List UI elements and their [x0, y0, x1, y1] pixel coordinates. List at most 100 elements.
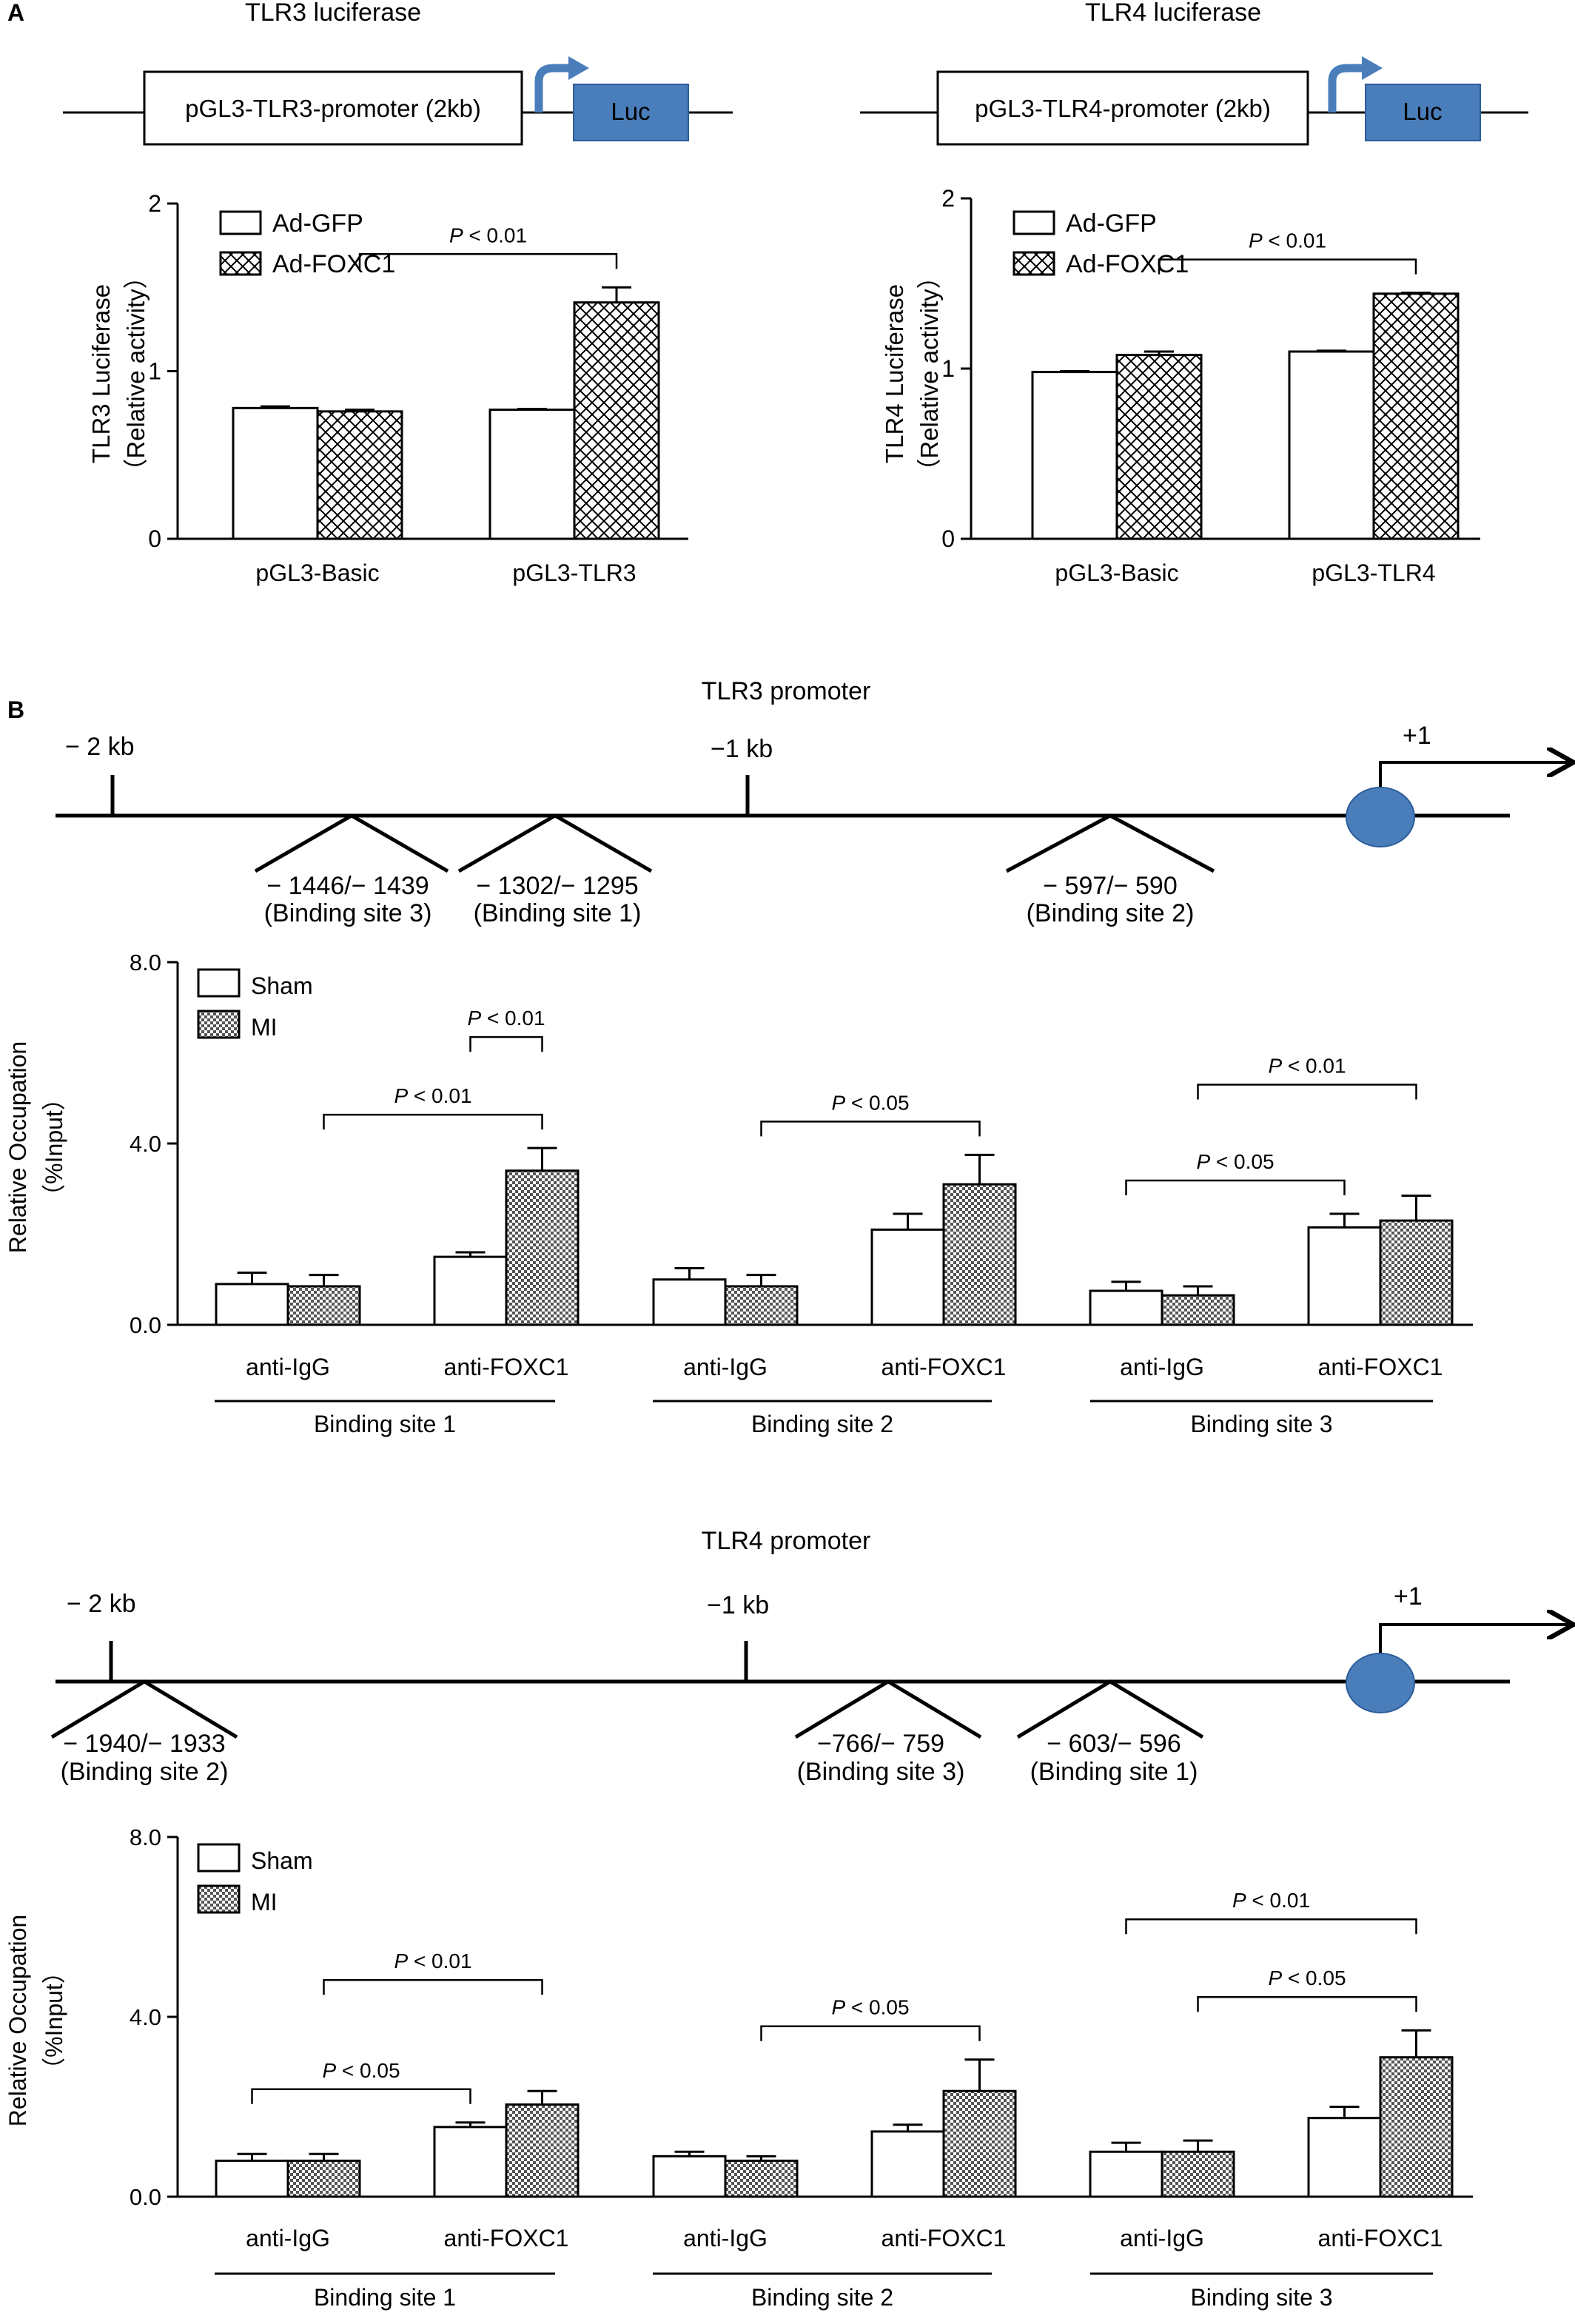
tss-circle — [1346, 1653, 1415, 1713]
category-label: anti-FOXC1 — [1318, 2225, 1443, 2251]
luc-box — [573, 84, 689, 141]
category-label: anti-IgG — [246, 2225, 330, 2251]
tlr4-promoter-map: TLR4 promoter− 2 kb −1 kb +1− 1940/− 1933(… — [50, 1527, 1571, 1786]
category-label: pGL3-Basic — [1055, 560, 1178, 586]
y-tick-label: 8.0 — [130, 1824, 161, 1850]
bar — [870, 2130, 945, 2198]
bar — [652, 1278, 727, 1326]
significance-bracket — [469, 1035, 543, 1052]
category-label: anti-IgG — [1120, 1354, 1204, 1380]
legend-label: Sham — [251, 1847, 313, 1874]
category-label: anti-IgG — [246, 1354, 330, 1380]
legend-label: Ad-FOXC1 — [1066, 250, 1189, 278]
legend-swatch — [1013, 251, 1055, 276]
binding-site-marker — [794, 1679, 982, 1739]
y-tick-label: 0 — [148, 525, 161, 552]
legend-swatch — [197, 968, 241, 998]
p-symbol: P — [467, 1007, 481, 1030]
tlr4-chip-chart: 0.0 4.0 8.0 Relative Occupation （%Input） anti… — [4, 1824, 1473, 2311]
y-axis-label: TLR4 Luciferase — [881, 284, 908, 463]
significance-label: P < 0.01 — [467, 1007, 545, 1030]
bar — [232, 406, 319, 540]
category-label: anti-FOXC1 — [444, 2225, 569, 2251]
legend-swatch — [219, 210, 262, 235]
tss-arrow-icon — [1379, 762, 1571, 801]
mid-label: −1 kb — [711, 735, 773, 763]
binding-site-name: (Binding site 2) — [1027, 899, 1195, 927]
promoter-title: TLR4 promoter — [702, 1527, 871, 1555]
tss-arrow-icon — [1379, 1625, 1571, 1667]
legend-swatch — [219, 251, 262, 276]
significance-label: P < 0.01 — [1249, 229, 1326, 252]
bar — [1115, 354, 1203, 540]
y-axis-label: Relative Occupation — [4, 1915, 31, 2126]
category-label: anti-IgG — [683, 1354, 768, 1380]
significance-label: P < 0.01 — [1268, 1054, 1346, 1077]
significance-bracket — [1197, 1084, 1417, 1100]
y-tick-label: 4.0 — [130, 2004, 161, 2030]
bar — [1307, 1226, 1382, 1326]
legend-label: Sham — [251, 973, 313, 999]
promoter-title: TLR3 promoter — [702, 677, 871, 705]
significance-bracket — [1158, 258, 1417, 275]
bar — [942, 1183, 1017, 1326]
bar — [942, 2089, 1017, 2198]
bar — [1161, 2150, 1235, 2198]
category-label: pGL3-TLR4 — [1312, 560, 1435, 586]
category-label: anti-FOXC1 — [881, 1354, 1007, 1380]
legend-label: MI — [251, 1014, 278, 1041]
significance-label: P < 0.05 — [831, 1091, 909, 1114]
group-label: Binding site 2 — [751, 1411, 893, 1437]
legend-label: Ad-GFP — [1066, 209, 1157, 238]
bar — [433, 2126, 508, 2198]
significance-bracket — [251, 2088, 471, 2104]
legend-swatch — [1013, 210, 1055, 235]
bar — [286, 2159, 361, 2198]
tlr4-construct-title: TLR4 luciferase — [1085, 0, 1261, 27]
legend-swatch — [197, 1843, 241, 1873]
p-symbol: P — [1268, 1054, 1282, 1077]
y-tick-label: 0.0 — [130, 2184, 161, 2210]
p-symbol: P — [322, 2059, 336, 2082]
binding-site-name: (Binding site 1) — [474, 899, 642, 927]
bar — [433, 1255, 508, 1326]
binding-site-name: (Binding site 3) — [797, 1758, 965, 1786]
bar — [1089, 2150, 1163, 2198]
p-symbol: P — [831, 1091, 845, 1114]
category-label: anti-IgG — [1120, 2225, 1204, 2251]
p-symbol: P — [449, 224, 463, 246]
bar — [215, 1283, 289, 1326]
tlr4-construct: TLR4 luciferase pGL3-TLR4-promoter (2kb)… — [860, 0, 1528, 146]
group-label: Binding site 1 — [314, 1411, 456, 1437]
binding-site-range: −766/− 759 — [817, 1730, 944, 1758]
significance-bracket — [1125, 1918, 1417, 1935]
legend-label: MI — [251, 1889, 278, 1915]
panel-label-b: B — [7, 696, 24, 723]
significance-label: P < 0.01 — [1232, 1889, 1310, 1912]
tss-label: +1 — [1403, 722, 1431, 750]
tss-label: +1 — [1394, 1582, 1423, 1611]
bar — [1288, 350, 1375, 540]
y-axis-label: TLR3 Luciferase — [87, 284, 115, 463]
significance-bracket — [1197, 1995, 1417, 2012]
y-tick-label: 0.0 — [130, 1312, 161, 1338]
tlr3-construct-title: TLR3 luciferase — [245, 0, 421, 27]
group-label: Binding site 3 — [1190, 1411, 1332, 1437]
start-label: − 2 kb — [65, 733, 135, 761]
tlr3-chip-chart: 0.0 4.0 8.0 Relative Occupation （%Input） anti… — [4, 950, 1473, 1437]
significance-label: P < 0.05 — [1268, 1967, 1346, 1989]
promoter-label: pGL3-TLR3-promoter (2kb) — [185, 95, 481, 122]
p-threshold: < 0.05 — [336, 2059, 400, 2082]
y-tick-label: 4.0 — [130, 1131, 161, 1157]
tlr4-luciferase-chart: 0 1 2 TLR4 Luciferase （Relative activity） pGL… — [881, 185, 1480, 586]
p-threshold: < 0.05 — [845, 1091, 909, 1114]
category-label: anti-FOXC1 — [1318, 1354, 1443, 1380]
tlr3-promoter-map: TLR3 promoter− 2 kb −1 kb +1− 1446/− 1439(… — [56, 677, 1571, 927]
bar — [505, 1169, 580, 1326]
p-threshold: < 0.01 — [408, 1084, 471, 1107]
p-threshold: < 0.01 — [1282, 1054, 1346, 1077]
bar — [1372, 292, 1460, 540]
y-tick-label: 2 — [148, 190, 161, 217]
tlr3-construct: TLR3 luciferase pGL3-TLR3-promoter (2kb)… — [63, 0, 733, 146]
